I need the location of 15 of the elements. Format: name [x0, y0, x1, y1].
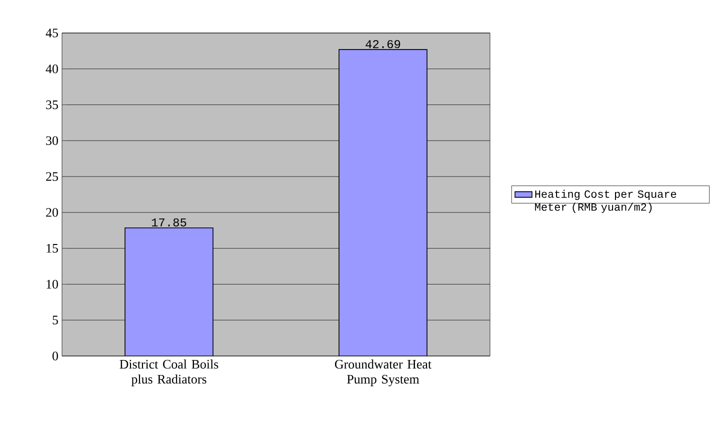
data-label: 17.85	[152, 218, 186, 226]
y-tick-label: 10	[46, 280, 58, 289]
legend-label: Heating Cost per Square Meter (RMB yuan/m2)	[535, 190, 676, 213]
x-tick-label: Groundwater Heat Pump System	[334, 360, 432, 386]
y-tick-label: 20	[46, 208, 58, 217]
y-tick-label: 0	[52, 352, 58, 360]
y-tick-label: 25	[46, 172, 58, 181]
y-tick-label: 5	[52, 316, 58, 324]
y-tick-label: 15	[46, 244, 58, 253]
y-tick-label: 35	[46, 100, 58, 110]
y-tick-label: 45	[46, 28, 58, 38]
y-tick-label: 40	[46, 64, 58, 74]
data-label: 42.69	[366, 40, 400, 48]
y-tick-label: 30	[46, 136, 58, 146]
x-tick-label: District Coal Boils plus Radiators	[120, 360, 218, 386]
